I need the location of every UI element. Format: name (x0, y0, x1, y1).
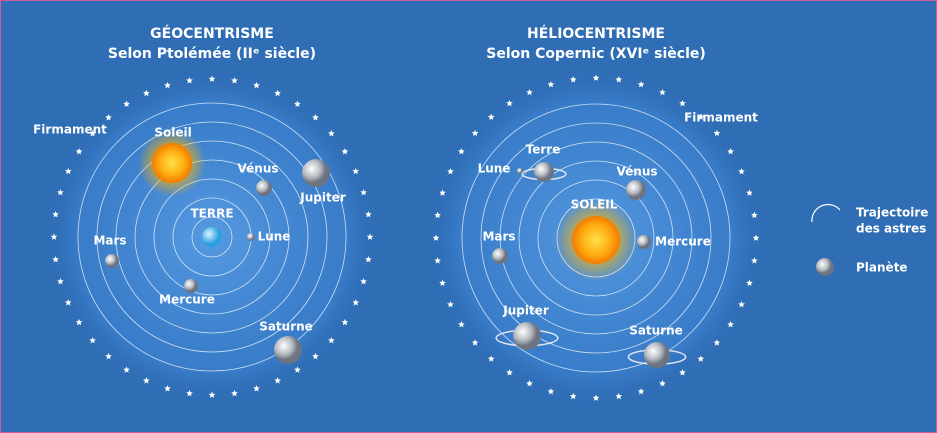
body-label: Vénus (238, 162, 279, 176)
body-label: Soleil (154, 126, 191, 140)
body-label: Saturne (259, 320, 313, 334)
planet (534, 162, 554, 182)
panel-subtitle: Selon Ptolémée (IIᵉ siècle) (108, 46, 316, 62)
body-label: Mercure (159, 293, 215, 307)
sun (152, 143, 192, 183)
legend-trajectory: des astres (856, 222, 926, 236)
body-label: SOLEIL (571, 198, 618, 212)
body-label: Firmament (33, 123, 107, 137)
planet (247, 233, 255, 241)
planet (492, 248, 508, 264)
body-label: Mars (93, 234, 126, 248)
body-label: Saturne (629, 324, 683, 338)
sun (572, 216, 620, 264)
legend-planet-icon (816, 258, 834, 276)
panel-title: HÉLIOCENTRISME (527, 25, 665, 42)
planet (302, 159, 330, 187)
planet (626, 180, 646, 200)
body-label: Vénus (617, 165, 658, 179)
body-label: Lune (258, 230, 291, 244)
body-label: Lune (478, 162, 511, 176)
body-label: Mercure (655, 235, 711, 249)
legend-planet: Planète (856, 261, 908, 275)
planet (517, 168, 523, 174)
planet (637, 235, 651, 249)
earth (202, 227, 222, 247)
planet (513, 322, 541, 350)
legend-trajectory: Trajectoire (856, 206, 928, 220)
body-label: Jupiter (299, 191, 346, 205)
body-label: TERRE (190, 207, 233, 221)
planet (274, 336, 302, 364)
planet (256, 180, 272, 196)
panel-subtitle: Selon Copernic (XVIᵉ siècle) (486, 46, 706, 62)
body-label: Jupiter (502, 304, 549, 318)
solar-systems: GÉOCENTRISME Selon Ptolémée (IIᵉ siècle) F… (0, 0, 937, 433)
planet (105, 254, 119, 268)
planet (184, 279, 198, 293)
panel-title: GÉOCENTRISME (150, 25, 274, 42)
body-label: Mars (482, 230, 515, 244)
body-label: Firmament (684, 111, 758, 125)
planet (644, 342, 670, 368)
body-label: Terre (526, 143, 561, 157)
